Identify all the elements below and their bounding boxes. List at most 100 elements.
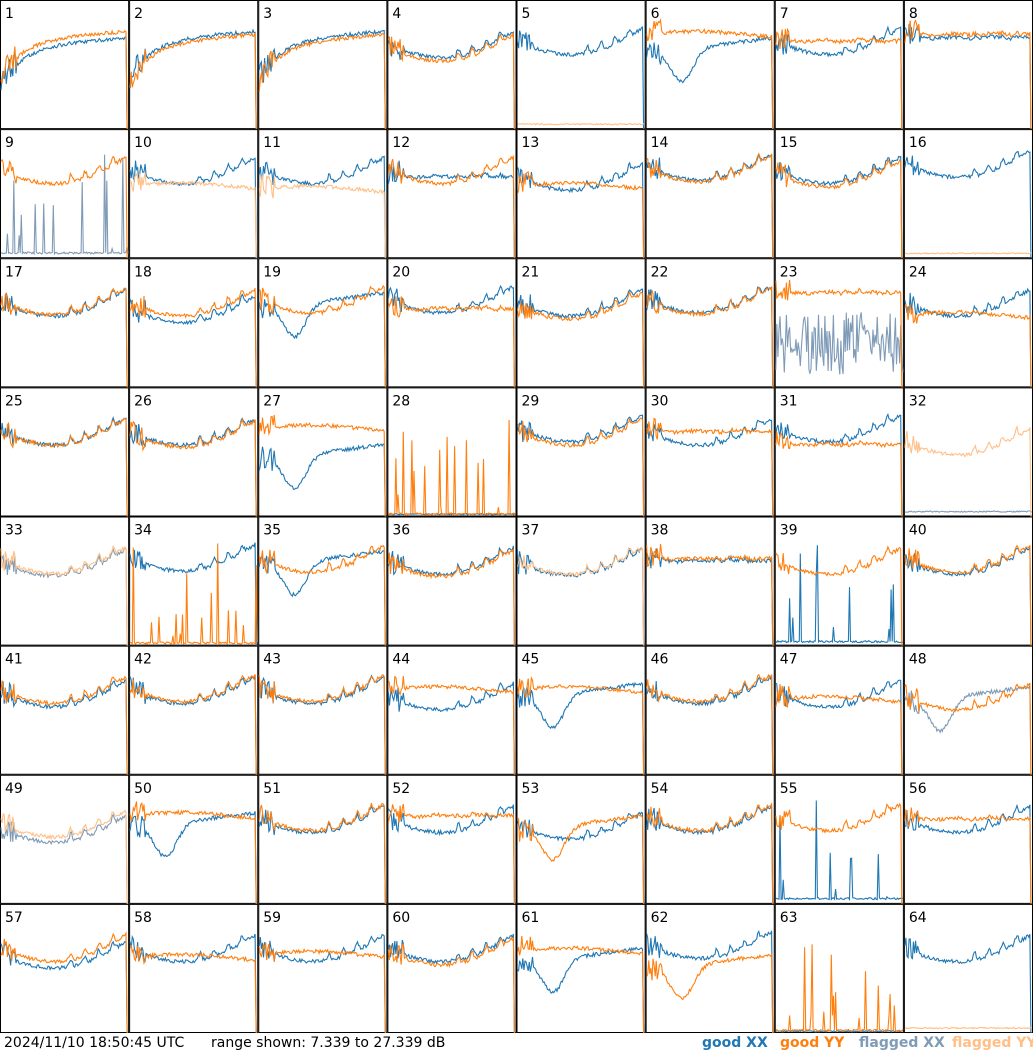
panel-14: 14 (645, 129, 775, 259)
trace-yy-panel-37 (516, 546, 645, 647)
trace-yy-panel-19 (258, 285, 387, 388)
trace-yy-panel-57 (0, 931, 129, 1033)
trace-xx-panel-11 (258, 155, 387, 259)
trace-xx-panel-56 (904, 803, 1032, 905)
trace-yy-panel-31 (775, 431, 903, 518)
panel-40: 40 (903, 516, 1033, 647)
panel-62: 62 (645, 903, 775, 1033)
panel-52: 52 (387, 774, 517, 905)
trace-yy-panel-21 (516, 290, 645, 388)
trace-xx-panel-48 (904, 685, 1032, 776)
legend-good-xx: good XX (702, 1035, 768, 1051)
trace-xx-panel-50 (129, 811, 258, 905)
trace-xx-panel-21 (516, 288, 645, 388)
panel-11: 11 (258, 129, 388, 259)
panel-label: 40 (909, 523, 927, 539)
panel-frame (516, 903, 646, 1033)
panel-4: 4 (387, 0, 517, 130)
panel-56: 56 (903, 774, 1033, 905)
trace-yy-panel-51 (258, 802, 387, 905)
panel-28: 28 (387, 387, 517, 517)
trace-yy-panel-50 (129, 801, 258, 905)
panel-label: 41 (5, 652, 23, 668)
panel-32: 32 (903, 387, 1033, 518)
panel-48: 48 (903, 645, 1033, 776)
trace-xx-panel-26 (129, 417, 258, 518)
panel-frame (387, 258, 517, 388)
panel-frame (0, 645, 130, 775)
panel-20: 20 (387, 258, 517, 388)
panel-label: 51 (263, 781, 281, 797)
panel-15: 15 (774, 129, 904, 259)
panel-7: 7 (774, 0, 904, 130)
trace-yy-panel-40 (904, 544, 1032, 647)
trace-yy-panel-42 (129, 674, 258, 776)
trace-yy-panel-16 (904, 252, 1033, 255)
panel-label: 52 (392, 781, 410, 797)
panel-label: 63 (780, 910, 798, 926)
panel-frame (774, 129, 904, 259)
trace-yy-panel-39 (775, 545, 903, 647)
trace-xx-panel-33 (0, 547, 129, 647)
panel-frame (903, 0, 1033, 130)
panel-label: 4 (392, 6, 401, 22)
panel-label: 50 (134, 781, 152, 797)
panel-label: 29 (522, 393, 540, 409)
panel-label: 53 (522, 781, 540, 797)
panel-10: 10 (129, 129, 259, 259)
panel-13: 13 (516, 129, 646, 259)
trace-yy-panel-38 (646, 543, 774, 647)
trace-xx-panel-1 (0, 36, 129, 130)
panel-frame (387, 387, 517, 517)
panel-2: 2 (129, 0, 259, 130)
panel-label: 47 (780, 652, 798, 668)
panel-31: 31 (774, 387, 904, 518)
range-readout: range shown: 7.339 to 27.339 dB (211, 1035, 446, 1051)
panel-frame (129, 258, 259, 388)
panel-frame (129, 774, 259, 904)
panel-label: 22 (651, 264, 669, 280)
trace-yy-panel-44 (387, 675, 516, 776)
panel-30: 30 (645, 387, 775, 518)
panel-16: 16 (903, 129, 1033, 259)
trace-xx-panel-53 (516, 811, 645, 905)
panel-19: 19 (258, 258, 388, 388)
trace-xx-panel-43 (258, 674, 387, 776)
panel-64: 64 (903, 903, 1033, 1033)
panel-label: 14 (651, 135, 669, 151)
panel-frame (516, 516, 646, 646)
trace-xx-panel-49 (0, 813, 129, 905)
panel-51: 51 (258, 774, 388, 905)
trace-yy-panel-28 (387, 419, 516, 516)
panel-27: 27 (258, 387, 388, 518)
panel-frame (258, 0, 388, 130)
panel-26: 26 (129, 387, 259, 518)
trace-xx-panel-10 (129, 157, 258, 259)
panel-label: 21 (522, 264, 540, 280)
trace-yy-panel-33 (0, 544, 129, 647)
panel-45: 45 (516, 645, 646, 776)
trace-yy-panel-60 (387, 936, 516, 1033)
panel-46: 46 (645, 645, 775, 776)
panel-label: 31 (780, 393, 798, 409)
trace-yy-panel-47 (775, 683, 903, 776)
trace-yy-panel-34 (130, 543, 258, 646)
trace-xx-panel-32 (904, 510, 1033, 513)
panel-9: 9 (0, 129, 130, 259)
panel-label: 34 (134, 523, 152, 539)
trace-xx-panel-52 (387, 804, 516, 905)
trace-yy-panel-64 (904, 1026, 1033, 1030)
panel-frame (129, 516, 259, 646)
panel-frame (516, 258, 646, 388)
trace-yy-panel-62 (646, 953, 774, 1033)
panel-3: 3 (258, 0, 388, 130)
panel-label: 30 (651, 393, 669, 409)
panel-label: 11 (263, 135, 281, 151)
trace-xx-panel-45 (516, 681, 645, 776)
panel-label: 23 (780, 264, 798, 280)
panel-29: 29 (516, 387, 646, 518)
panel-frame (516, 0, 646, 130)
panel-frame (258, 774, 388, 904)
panel-frame (645, 516, 775, 646)
panel-frame (258, 645, 388, 775)
